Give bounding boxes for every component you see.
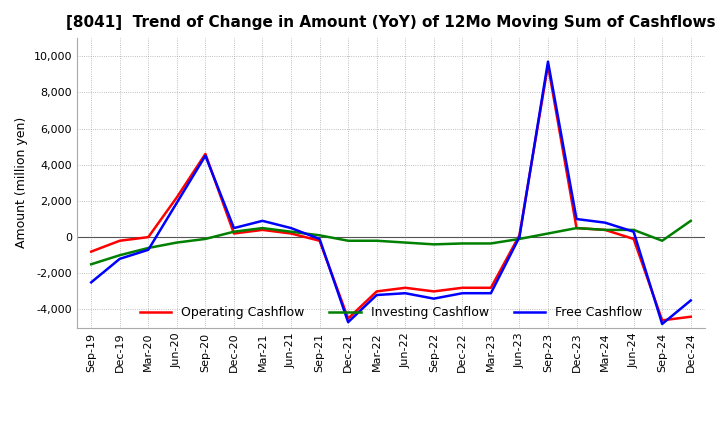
Operating Cashflow	[201, 151, 210, 157]
Investing Cashflow	[629, 227, 638, 232]
Investing Cashflow	[344, 238, 353, 243]
Investing Cashflow	[87, 262, 96, 267]
Investing Cashflow	[600, 227, 609, 232]
Operating Cashflow	[600, 227, 609, 232]
Free Cashflow	[658, 321, 667, 326]
Free Cashflow	[600, 220, 609, 225]
Operating Cashflow	[144, 235, 153, 240]
Investing Cashflow	[686, 218, 695, 224]
Operating Cashflow	[658, 318, 667, 323]
Free Cashflow	[629, 229, 638, 235]
Y-axis label: Amount (million yen): Amount (million yen)	[15, 117, 28, 249]
Legend: Operating Cashflow, Investing Cashflow, Free Cashflow: Operating Cashflow, Investing Cashflow, …	[135, 301, 647, 324]
Free Cashflow	[429, 296, 438, 301]
Operating Cashflow	[230, 231, 238, 236]
Free Cashflow	[87, 280, 96, 285]
Free Cashflow	[372, 293, 381, 298]
Investing Cashflow	[429, 242, 438, 247]
Operating Cashflow	[572, 225, 581, 231]
Line: Operating Cashflow: Operating Cashflow	[91, 65, 690, 320]
Free Cashflow	[572, 216, 581, 222]
Operating Cashflow	[372, 289, 381, 294]
Free Cashflow	[686, 298, 695, 303]
Investing Cashflow	[572, 225, 581, 231]
Investing Cashflow	[258, 225, 267, 231]
Free Cashflow	[315, 236, 324, 242]
Free Cashflow	[401, 290, 410, 296]
Operating Cashflow	[173, 194, 181, 200]
Operating Cashflow	[287, 231, 295, 236]
Free Cashflow	[144, 247, 153, 253]
Operating Cashflow	[344, 316, 353, 321]
Investing Cashflow	[544, 231, 552, 236]
Operating Cashflow	[115, 238, 124, 243]
Free Cashflow	[287, 225, 295, 231]
Investing Cashflow	[401, 240, 410, 245]
Operating Cashflow	[315, 238, 324, 243]
Investing Cashflow	[230, 229, 238, 235]
Free Cashflow	[258, 218, 267, 224]
Operating Cashflow	[487, 285, 495, 290]
Operating Cashflow	[401, 285, 410, 290]
Free Cashflow	[458, 290, 467, 296]
Free Cashflow	[201, 153, 210, 158]
Investing Cashflow	[658, 238, 667, 243]
Investing Cashflow	[287, 229, 295, 235]
Line: Investing Cashflow: Investing Cashflow	[91, 221, 690, 264]
Free Cashflow	[487, 290, 495, 296]
Investing Cashflow	[487, 241, 495, 246]
Investing Cashflow	[201, 236, 210, 242]
Free Cashflow	[544, 59, 552, 64]
Operating Cashflow	[629, 236, 638, 242]
Free Cashflow	[173, 200, 181, 205]
Investing Cashflow	[115, 253, 124, 258]
Operating Cashflow	[686, 314, 695, 319]
Operating Cashflow	[544, 62, 552, 68]
Operating Cashflow	[515, 233, 523, 238]
Free Cashflow	[230, 225, 238, 231]
Investing Cashflow	[144, 246, 153, 251]
Investing Cashflow	[515, 236, 523, 242]
Title: [8041]  Trend of Change in Amount (YoY) of 12Mo Moving Sum of Cashflows: [8041] Trend of Change in Amount (YoY) o…	[66, 15, 716, 30]
Line: Free Cashflow: Free Cashflow	[91, 62, 690, 324]
Free Cashflow	[344, 319, 353, 325]
Free Cashflow	[115, 256, 124, 261]
Investing Cashflow	[458, 241, 467, 246]
Investing Cashflow	[372, 238, 381, 243]
Operating Cashflow	[458, 285, 467, 290]
Free Cashflow	[515, 235, 523, 240]
Operating Cashflow	[258, 227, 267, 232]
Operating Cashflow	[87, 249, 96, 254]
Operating Cashflow	[429, 289, 438, 294]
Investing Cashflow	[173, 240, 181, 245]
Investing Cashflow	[315, 233, 324, 238]
